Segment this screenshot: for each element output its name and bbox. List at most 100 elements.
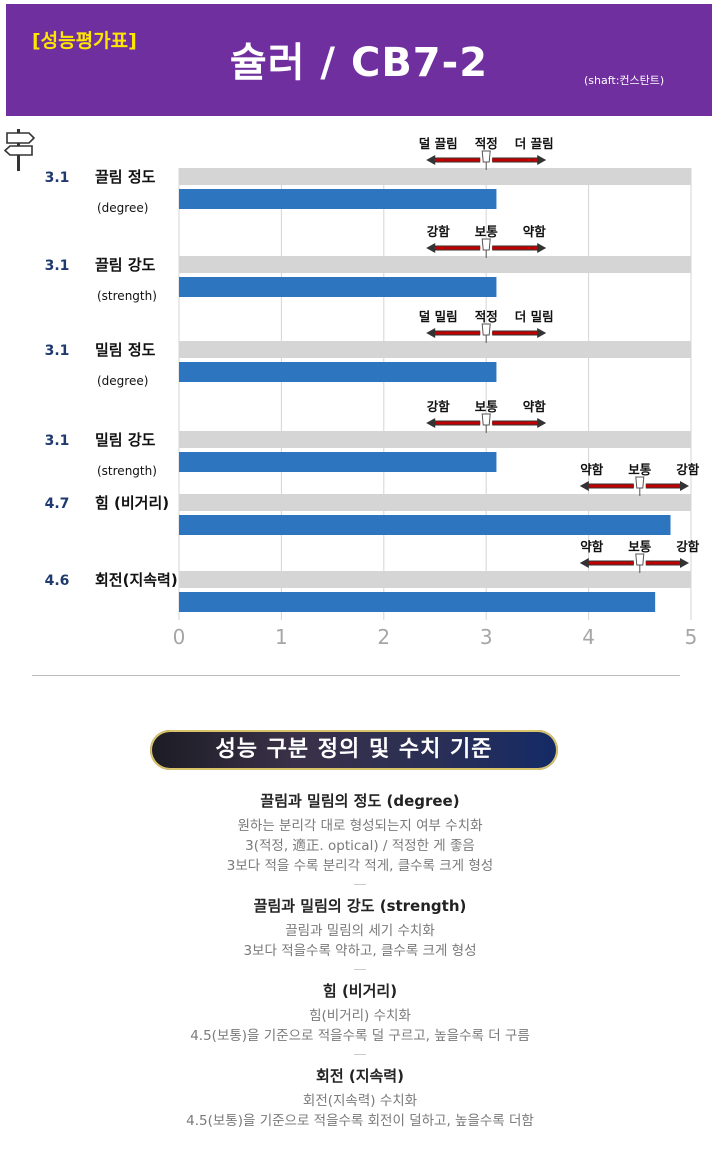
x-tick-label: 4 <box>582 625 595 649</box>
pin-marker-icon <box>481 413 491 426</box>
header-tag: [성능평가표] <box>32 30 137 52</box>
definition-line: 3보다 적을수록 약하고, 클수록 크게 형성 <box>243 943 477 959</box>
definition-line: 힘(비거리) 수치화 <box>309 1008 411 1024</box>
header-banner: [성능평가표] 슐러 / CB7-2 (shaft:컨스탄트) <box>6 4 712 116</box>
value-label: 4.7 <box>45 496 70 512</box>
section-divider <box>32 675 680 676</box>
pin-marker-icon <box>481 150 491 163</box>
value-label: 3.1 <box>45 433 70 449</box>
item-separator <box>354 884 366 885</box>
definition-line: 원하는 분리각 대로 형성되는지 여부 수치화 <box>237 818 483 834</box>
definition-item: 힘 (비거리) 힘(비거리) 수치화 4.5(보통)을 기준으로 적을수록 덜 구르… <box>0 980 720 1046</box>
scale-label: 강함 <box>427 224 451 239</box>
x-tick-label: 5 <box>685 625 698 649</box>
value-bar <box>179 592 656 612</box>
bar-track <box>179 168 691 185</box>
item-separator <box>354 1054 366 1055</box>
scale-label: 약함 <box>580 539 604 554</box>
category-label: 회전(지속력) <box>95 571 178 589</box>
arrow-head-left <box>426 418 436 428</box>
arrow-head-left <box>426 155 436 165</box>
scale-label: 약함 <box>523 399 547 414</box>
category-label: 힘 (비거리) <box>95 494 169 512</box>
definition-item: 끌림과 밀림의 강도 (strength) 끌림과 밀림의 세기 수치화 3보다 적… <box>0 895 720 961</box>
scale-label: 더 밀림 <box>515 309 554 324</box>
page-title: 슐러 / CB7-2 <box>229 40 489 86</box>
scale-label: 더 끌림 <box>515 136 554 151</box>
pin-marker-icon <box>635 553 645 566</box>
bar-track <box>179 494 691 511</box>
pin-marker-icon <box>635 476 645 489</box>
arrow-head-left <box>579 558 589 568</box>
value-label: 3.1 <box>45 258 70 274</box>
pin-marker-icon <box>481 323 491 336</box>
definition-item: 끌림과 밀림의 정도 (degree) 원하는 분리각 대로 형성되는지 여부 수… <box>0 790 720 876</box>
scale-label: 약함 <box>523 224 547 239</box>
definition-item: 회전 (지속력) 회전(지속력) 수치화 4.5(보통)을 기준으로 적을수록 회전… <box>0 1065 720 1131</box>
scale-label: 보통 <box>475 224 499 239</box>
bar-track <box>179 256 691 273</box>
arrow-head-right <box>680 558 689 568</box>
scale-label: 강함 <box>676 539 700 554</box>
definition-line: 4.5(보통)을 기준으로 적을수록 회전이 덜하고, 높을수록 더함 <box>186 1113 534 1129</box>
value-bar <box>179 515 671 535</box>
arrow-head-left <box>426 243 436 253</box>
category-label: 끌림 정도 <box>95 168 156 186</box>
value-label: 4.6 <box>45 573 70 589</box>
scale-label: 보통 <box>628 539 652 554</box>
arrow-head-right <box>537 418 547 428</box>
category-label: 밀림 강도 <box>95 431 156 449</box>
arrow-head-right <box>537 243 547 253</box>
scale-label: 적정 <box>475 309 498 324</box>
category-sub-label: (strength) <box>97 289 157 303</box>
category-sub-label: (degree) <box>97 374 148 388</box>
arrow-head-right <box>537 328 547 338</box>
x-tick-label: 2 <box>377 625 390 649</box>
definition-title: 끌림과 밀림의 강도 (strength) <box>253 897 467 915</box>
category-label: 끌림 강도 <box>95 256 156 274</box>
signpost-icon <box>3 129 36 171</box>
definition-title: 끌림과 밀림의 정도 (degree) <box>260 792 460 810</box>
arrow-head-right <box>680 481 689 491</box>
category-label: 밀림 정도 <box>95 341 156 359</box>
x-tick-label: 3 <box>480 625 493 649</box>
category-sub-label: (degree) <box>97 201 148 215</box>
bar-track <box>179 341 691 358</box>
definition-line: 끌림과 밀림의 세기 수치화 <box>285 923 435 939</box>
arrow-head-left <box>579 481 589 491</box>
x-tick-label: 0 <box>173 625 186 649</box>
value-label: 3.1 <box>45 170 70 186</box>
value-bar <box>179 277 497 297</box>
banner-title: 성능 구분 정의 및 수치 기준 <box>215 737 493 762</box>
value-label: 3.1 <box>45 343 70 359</box>
definition-line: 4.5(보통)을 기준으로 적을수록 덜 구르고, 높을수록 더 구름 <box>190 1028 530 1044</box>
value-bar <box>179 362 497 382</box>
definition-title: 회전 (지속력) <box>316 1067 404 1085</box>
definition-line: 3(적정, 適正. optical) / 적정한 게 좋음 <box>245 838 475 854</box>
value-bar <box>179 189 497 209</box>
x-tick-label: 1 <box>275 625 288 649</box>
definitions-banner: 성능 구분 정의 및 수치 기준 <box>150 730 558 770</box>
shaft-label: (shaft:컨스탄트) <box>584 74 665 87</box>
pin-marker-icon <box>481 238 491 251</box>
scale-label: 보통 <box>628 462 652 477</box>
item-separator <box>354 969 366 970</box>
arrow-head-right <box>537 155 547 165</box>
scale-label: 덜 끌림 <box>419 136 458 151</box>
scale-label: 강함 <box>676 462 700 477</box>
definition-line: 회전(지속력) 수치화 <box>302 1093 418 1109</box>
definition-title: 힘 (비거리) <box>322 982 398 1000</box>
value-bar <box>179 452 497 472</box>
definitions-list: 끌림과 밀림의 정도 (degree) 원하는 분리각 대로 형성되는지 여부 수… <box>0 790 720 1137</box>
bar-track <box>179 571 691 588</box>
scale-label: 강함 <box>427 399 451 414</box>
scale-label: 적정 <box>475 136 498 151</box>
scale-label: 약함 <box>580 462 604 477</box>
bar-track <box>179 431 691 448</box>
arrow-head-left <box>426 328 436 338</box>
scale-label: 덜 밀림 <box>419 309 458 324</box>
definition-line: 3보다 적을 수록 분리각 적게, 클수록 크게 형성 <box>226 858 494 874</box>
scale-label: 보통 <box>475 399 499 414</box>
category-sub-label: (strength) <box>97 464 157 478</box>
